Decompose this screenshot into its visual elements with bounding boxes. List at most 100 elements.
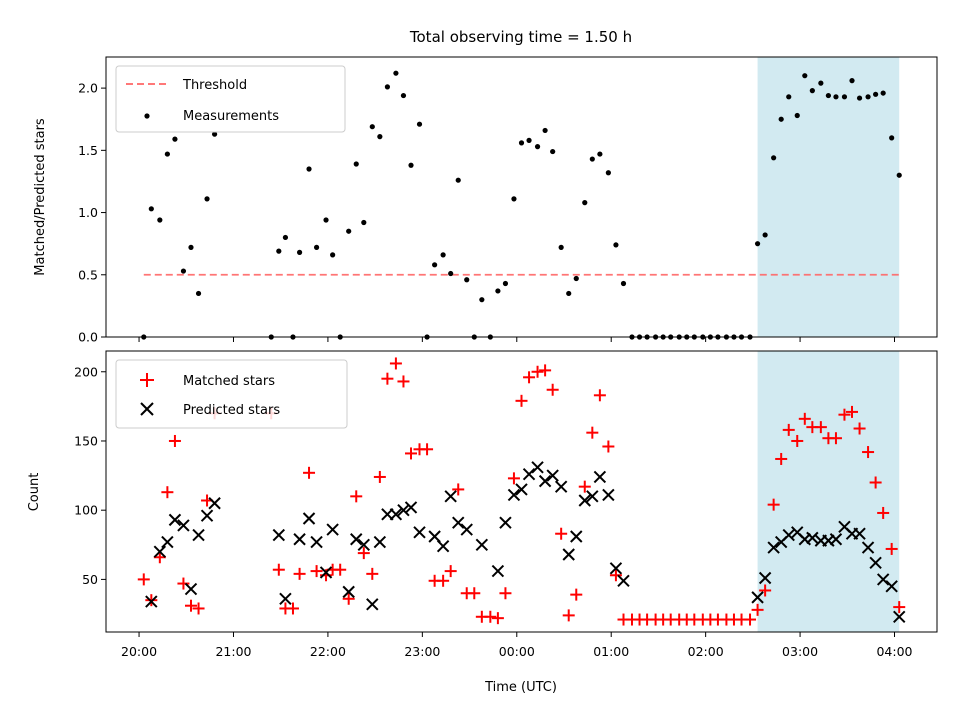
matched-star-point bbox=[397, 375, 410, 388]
matched-star-point bbox=[782, 423, 795, 436]
predicted-star-point bbox=[586, 490, 599, 503]
x-tick-label: 00:00 bbox=[499, 644, 535, 659]
measurement-point bbox=[589, 156, 595, 162]
predicted-star-point bbox=[499, 516, 512, 529]
measurement-point bbox=[495, 288, 501, 294]
top-y-axis-label: Matched/Predicted stars bbox=[33, 118, 48, 276]
legend-threshold-label: Threshold bbox=[182, 78, 247, 93]
matched-star-point bbox=[869, 476, 882, 489]
measurement-point bbox=[393, 70, 399, 76]
predicted-star-point bbox=[853, 527, 866, 540]
legend-predicted-label: Predicted stars bbox=[183, 403, 280, 418]
matched-star-point bbox=[814, 421, 827, 434]
y-tick-label: 100 bbox=[74, 503, 98, 518]
observing-span-top bbox=[757, 57, 900, 337]
measurement-point bbox=[157, 217, 163, 223]
measurement-point bbox=[825, 92, 832, 99]
top-x-ticks bbox=[138, 337, 896, 342]
matched-star-point bbox=[342, 592, 355, 605]
bottom-x-axis: 20:00 21:00 22:00 23:00 00:00 01:00 02:00 03:00… bbox=[121, 632, 913, 659]
matched-star-point bbox=[523, 371, 536, 384]
matched-star-point bbox=[303, 466, 316, 479]
measurement-point bbox=[479, 297, 485, 303]
measurement-point bbox=[809, 88, 815, 94]
y-tick-label: 0.5 bbox=[78, 267, 98, 282]
matched-star-point bbox=[381, 372, 394, 385]
measurement-point bbox=[511, 196, 517, 202]
predicted-star-point bbox=[609, 562, 623, 575]
predicted-star-point bbox=[861, 541, 875, 554]
measurement-point bbox=[849, 78, 855, 84]
legend-measurements-swatch bbox=[144, 113, 150, 119]
measurement-point bbox=[582, 200, 588, 206]
measurement-point bbox=[620, 280, 627, 287]
predicted-star-point bbox=[515, 483, 528, 496]
bottom-plot-frame bbox=[105, 350, 938, 633]
matched-star-point bbox=[751, 603, 764, 616]
matched-star-point bbox=[373, 470, 386, 483]
predicted-star-point bbox=[767, 541, 780, 554]
predicted-star-point bbox=[885, 580, 898, 593]
predicted-star-point bbox=[177, 519, 190, 532]
measurement-point bbox=[786, 94, 792, 100]
bottom-panel: 50 100 150 200 20:00 21:00 22:00 23:00 00:00 01:… bbox=[27, 350, 938, 695]
measurement-point bbox=[550, 148, 556, 155]
measurement-point bbox=[841, 94, 848, 100]
matched-star-point bbox=[161, 486, 174, 499]
measurement-point bbox=[440, 252, 446, 258]
predicted-star-point bbox=[570, 530, 583, 543]
measurement-point bbox=[211, 131, 218, 137]
predicted-star-point bbox=[272, 528, 286, 542]
measurement-point bbox=[384, 84, 391, 90]
measurement-point bbox=[296, 249, 303, 255]
predicted-star-point bbox=[366, 598, 379, 611]
predicted-star-point bbox=[475, 538, 489, 552]
measurement-point bbox=[534, 144, 541, 150]
bottom-y-axis-label: Count bbox=[27, 473, 42, 512]
measurement-point bbox=[408, 162, 414, 168]
x-tick-label: 02:00 bbox=[688, 644, 724, 659]
matched-star-point bbox=[885, 542, 898, 555]
matched-star-point bbox=[177, 577, 190, 590]
matched-star-point bbox=[137, 573, 150, 586]
matched-star-point bbox=[366, 567, 379, 580]
predicted-star-point bbox=[876, 573, 890, 586]
matched-star-point bbox=[437, 574, 450, 587]
predicted-star-point bbox=[161, 535, 174, 549]
predicted-star-point bbox=[208, 497, 221, 510]
measurement-point bbox=[833, 94, 839, 100]
top-y-axis: 0.0 0.5 1.0 1.5 2.0 bbox=[78, 81, 106, 345]
predicted-star-point bbox=[184, 582, 198, 596]
measurement-point bbox=[455, 177, 461, 183]
predicted-star-point bbox=[357, 538, 371, 552]
matched-star-point bbox=[798, 412, 811, 425]
predicted-star-point bbox=[554, 480, 568, 493]
matched-star-point bbox=[570, 588, 583, 601]
predicted-star-point bbox=[578, 494, 591, 507]
predicted-star-point bbox=[397, 503, 410, 517]
measurement-point bbox=[762, 232, 768, 238]
x-tick-label: 23:00 bbox=[404, 644, 440, 659]
predicted-star-point bbox=[593, 470, 607, 484]
bottom-legend: Matched stars Predicted stars bbox=[115, 359, 348, 429]
measurement-point bbox=[889, 135, 895, 141]
predicted-star-point bbox=[869, 556, 882, 569]
matched-star-point bbox=[184, 599, 197, 612]
measurement-point bbox=[558, 244, 564, 250]
measurement-point bbox=[865, 94, 871, 100]
predicted-star-point bbox=[436, 539, 450, 553]
measurement-point bbox=[164, 151, 170, 157]
measurement-point bbox=[276, 248, 282, 254]
matched-star-point bbox=[775, 452, 788, 465]
y-tick-label: 150 bbox=[74, 433, 98, 448]
predicted-star-point bbox=[782, 528, 795, 542]
predicted-star-point bbox=[373, 535, 387, 549]
predicted-star-point bbox=[293, 533, 306, 546]
predicted-star-point bbox=[562, 548, 575, 561]
measurement-point bbox=[605, 170, 611, 176]
measurement-point bbox=[502, 280, 509, 287]
matched-star-point bbox=[546, 383, 559, 396]
x-tick-label: 21:00 bbox=[215, 644, 251, 659]
measurement-point bbox=[172, 136, 178, 142]
predicted-star-point bbox=[168, 513, 182, 527]
